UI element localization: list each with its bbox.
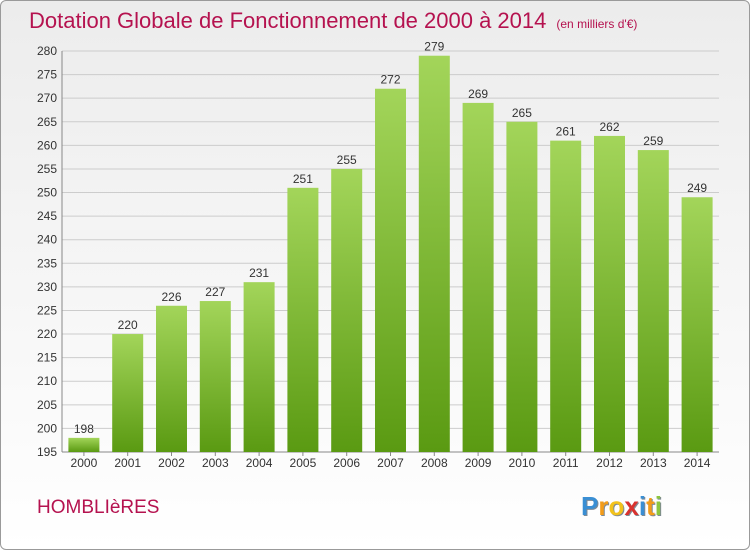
x-tick-2010: 2010 <box>509 456 536 470</box>
x-tick-2013: 2013 <box>640 456 667 470</box>
bar-2011 <box>550 140 582 452</box>
bar-2000 <box>68 437 100 452</box>
y-tick-235: 235 <box>37 256 57 270</box>
y-tick-labels: 195 200 205 210 215 220 225 230 235 240 245 250 255 2… <box>37 44 57 459</box>
y-tick-260: 260 <box>37 138 57 152</box>
proxiti-logo[interactable]: Proxiti <box>581 491 662 522</box>
y-tick-195: 195 <box>37 445 57 459</box>
y-tick-250: 250 <box>37 186 57 200</box>
value-label-2000: 198 <box>74 422 94 436</box>
bar-2002 <box>156 305 187 452</box>
y-tick-230: 230 <box>37 280 57 294</box>
x-tick-2007: 2007 <box>377 456 404 470</box>
value-label-2009: 269 <box>468 87 488 101</box>
x-tick-2006: 2006 <box>333 456 360 470</box>
bar-2012 <box>594 135 625 452</box>
y-tick-280: 280 <box>37 44 57 58</box>
y-tick-265: 265 <box>37 115 57 129</box>
bar-2005 <box>287 187 319 452</box>
y-tick-205: 205 <box>37 398 57 412</box>
value-label-2003: 227 <box>205 285 225 299</box>
bar-2001 <box>112 334 144 452</box>
x-tick-2003: 2003 <box>202 456 229 470</box>
bar-2009 <box>462 102 494 453</box>
value-label-2005: 251 <box>293 172 313 186</box>
x-tick-2001: 2001 <box>114 456 141 470</box>
y-tick-245: 245 <box>37 209 57 223</box>
x-tick-2004: 2004 <box>246 456 273 470</box>
bar-2008 <box>418 55 450 452</box>
town-name: HOMBLIèRES <box>37 497 160 518</box>
x-tick-2009: 2009 <box>465 456 492 470</box>
bar-2006 <box>331 168 363 453</box>
x-tick-labels: 2000 2001 2002 2003 2004 2005 2006 2007 2008 2009… <box>71 456 711 470</box>
y-tick-255: 255 <box>37 162 57 176</box>
value-label-2011: 261 <box>556 125 576 139</box>
logo-letter-4: i <box>638 491 647 521</box>
value-label-2004: 231 <box>249 266 269 280</box>
logo-letter-2: o <box>608 491 625 521</box>
y-tick-210: 210 <box>37 374 57 388</box>
logo-letter-0: P <box>581 491 599 521</box>
logo-letter-6: i <box>654 491 662 521</box>
x-tick-2000: 2000 <box>71 456 98 470</box>
bar-2013 <box>637 150 669 452</box>
y-tick-240: 240 <box>37 233 57 247</box>
x-tick-2002: 2002 <box>158 456 185 470</box>
value-label-2008: 279 <box>424 40 444 54</box>
logo-letter-1: r <box>598 491 609 521</box>
value-label-2014: 249 <box>687 181 707 195</box>
bar-2010 <box>506 121 538 452</box>
x-tick-2008: 2008 <box>421 456 448 470</box>
x-tick-2014: 2014 <box>684 456 711 470</box>
bar-2003 <box>199 301 231 452</box>
value-label-2007: 272 <box>380 73 400 87</box>
bar-2004 <box>243 282 275 452</box>
y-tick-275: 275 <box>37 68 57 82</box>
value-label-2006: 255 <box>337 153 357 167</box>
logo-letter-5: t <box>646 491 655 521</box>
y-tick-215: 215 <box>37 351 57 365</box>
value-label-2002: 226 <box>161 290 181 304</box>
x-tick-2005: 2005 <box>290 456 317 470</box>
x-tick-2012: 2012 <box>596 456 623 470</box>
y-tick-225: 225 <box>37 303 57 317</box>
y-tick-220: 220 <box>37 327 57 341</box>
chart-title: Dotation Globale de Fonctionnement de 20… <box>29 8 637 34</box>
value-label-2010: 265 <box>512 106 532 120</box>
y-tick-270: 270 <box>37 91 57 105</box>
chart-subtitle: (en milliers d'€) <box>556 17 638 31</box>
logo-letter-3: x <box>624 491 639 521</box>
y-tick-200: 200 <box>37 421 57 435</box>
value-label-2013: 259 <box>643 134 663 148</box>
bar-2007 <box>375 88 406 452</box>
bars <box>68 55 713 453</box>
value-label-2001: 220 <box>118 318 138 332</box>
value-labels: 198 220 226 227 231 251 255 272 279 269 265 261 262 2… <box>74 40 708 436</box>
value-label-2012: 262 <box>599 120 619 134</box>
chart-title-text: Dotation Globale de Fonctionnement de 20… <box>29 8 547 33</box>
x-tick-2011: 2011 <box>553 456 579 470</box>
bar-2014 <box>681 197 713 452</box>
